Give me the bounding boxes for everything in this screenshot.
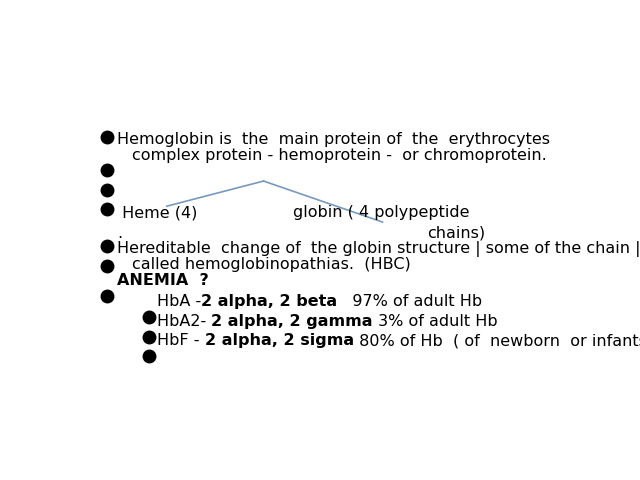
Text: chains): chains) — [428, 226, 485, 241]
Text: Hereditable  change of  the globin structure | some of the chain | is: Hereditable change of the globin structu… — [117, 240, 640, 256]
Text: 80% of Hb  ( of  newborn  or infants ): 80% of Hb ( of newborn or infants ) — [354, 333, 640, 348]
Text: 97% of adult Hb: 97% of adult Hb — [337, 294, 483, 309]
Text: 2 alpha, 2 beta: 2 alpha, 2 beta — [201, 294, 337, 309]
Text: ANEMIA  ?: ANEMIA ? — [117, 273, 209, 288]
Text: .: . — [117, 226, 122, 241]
Text: Heme (4): Heme (4) — [117, 205, 198, 220]
Text: HbA2-: HbA2- — [157, 314, 211, 329]
Text: globin ( 4 polypeptide: globin ( 4 polypeptide — [293, 205, 470, 220]
Text: 2 alpha, 2 gamma: 2 alpha, 2 gamma — [211, 314, 372, 329]
Text: complex protein - hemoprotein -  or chromoprotein.: complex protein - hemoprotein - or chrom… — [132, 148, 547, 163]
Text: HbA -: HbA - — [157, 294, 201, 309]
Text: HbF -: HbF - — [157, 333, 205, 348]
Text: called hemoglobinopathias.  (HBC): called hemoglobinopathias. (HBC) — [132, 257, 411, 272]
Text: Hemoglobin is  the  main protein of  the  erythrocytes: Hemoglobin is the main protein of the er… — [117, 132, 550, 146]
Text: 2 alpha, 2 sigma: 2 alpha, 2 sigma — [205, 333, 354, 348]
Text: 3% of adult Hb: 3% of adult Hb — [372, 314, 497, 329]
